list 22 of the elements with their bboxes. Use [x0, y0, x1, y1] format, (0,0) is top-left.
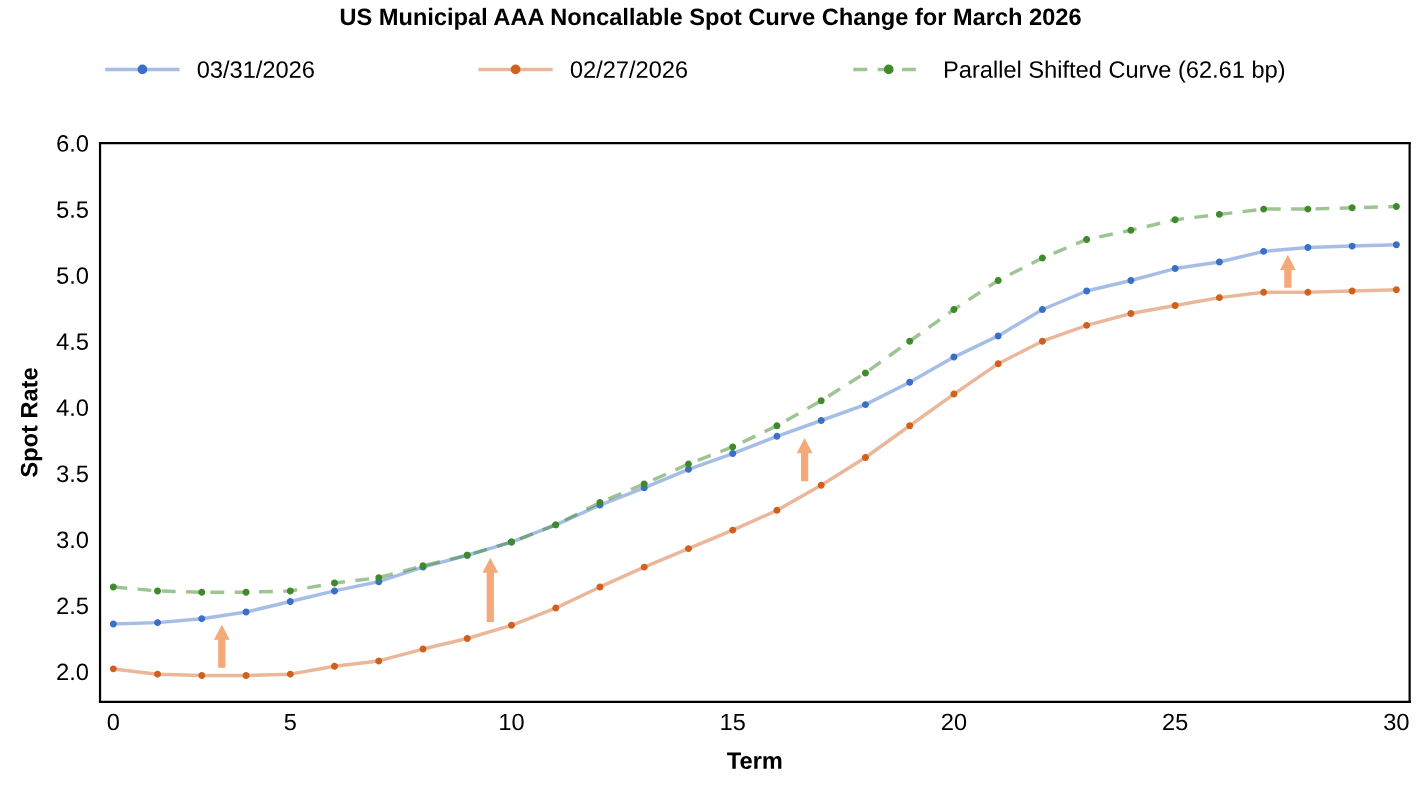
x-tick-label: 5	[284, 713, 296, 731]
y-tick-label: 3.0	[57, 531, 89, 549]
y-tick-label: 6.0	[57, 135, 89, 152]
y-tick-label: 2.0	[57, 663, 89, 681]
y-tick-label: 5.5	[57, 201, 88, 218]
y-tick-label: 5.0	[57, 267, 89, 284]
chart-title: US Municipal AAA Noncallable Spot Curve Change for March 2026	[340, 7, 1081, 30]
y-tick-label: 4.5	[56, 333, 88, 351]
y-axis-title: Spot Rate	[20, 368, 43, 477]
x-tick-label: 25	[1163, 713, 1188, 731]
y-tick-label: 3.5	[57, 465, 88, 483]
y-tick-label: 2.5	[57, 597, 88, 615]
x-tick-label: 0	[107, 713, 119, 731]
legend-label: 02/27/2026	[570, 60, 688, 78]
x-tick-label: 15	[721, 713, 745, 731]
legend-label: Parallel Shifted Curve (62.61 bp)	[944, 60, 1285, 83]
x-axis-title: Term	[727, 752, 782, 770]
x-tick-label: 10	[500, 713, 524, 731]
legend-label: 03/31/2026	[197, 60, 314, 78]
y-tick-label: 4.0	[56, 399, 89, 417]
x-tick-label: 30	[1384, 713, 1409, 731]
x-tick-label: 20	[941, 713, 967, 731]
